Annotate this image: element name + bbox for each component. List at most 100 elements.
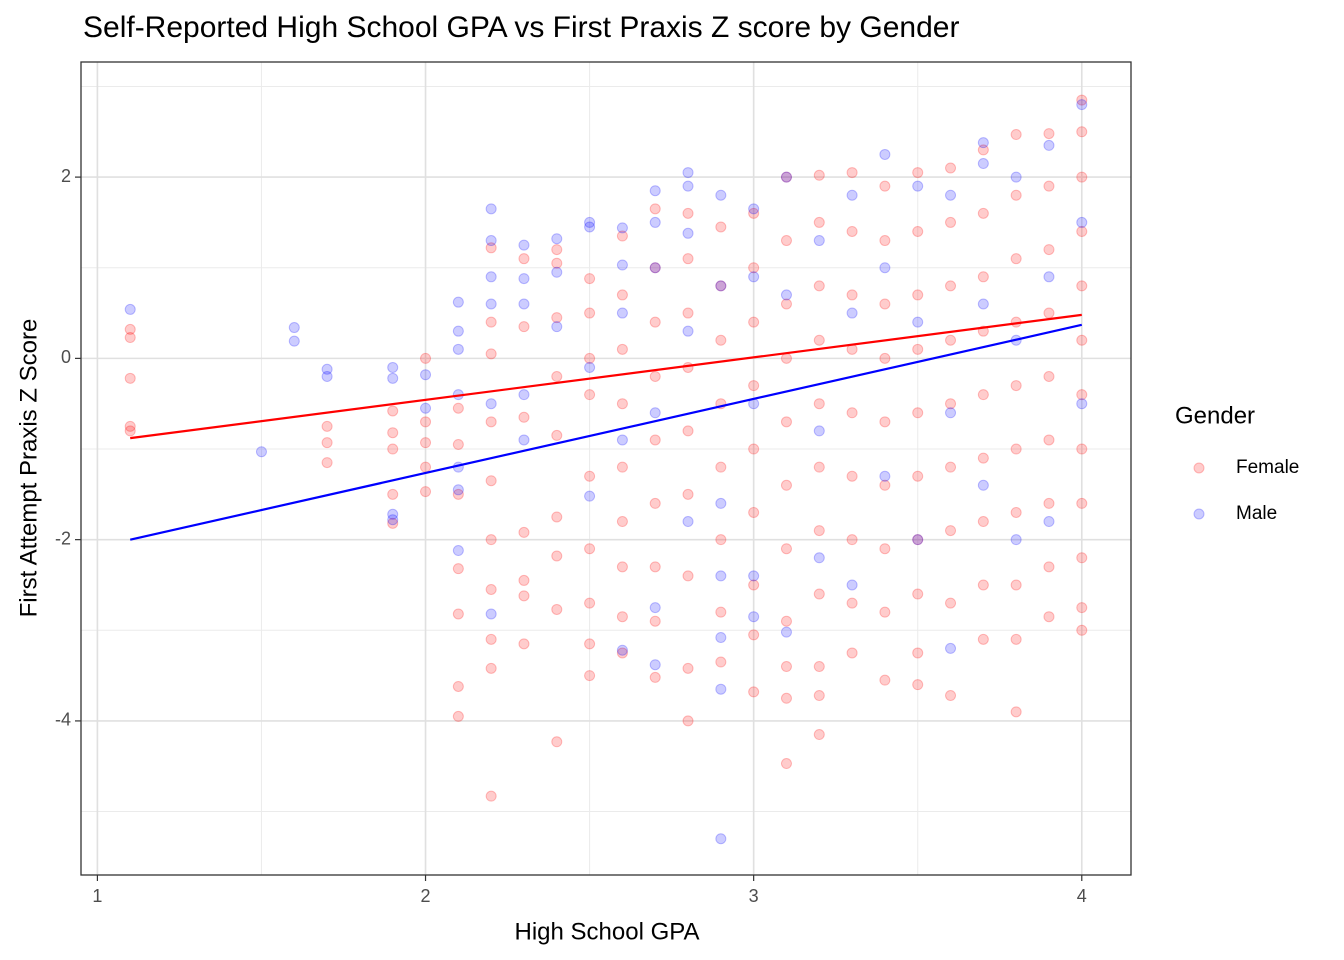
point: [649, 615, 661, 627]
point: [1043, 180, 1055, 192]
point: [912, 225, 924, 237]
point: [485, 583, 497, 595]
point: [945, 162, 957, 174]
point: [452, 325, 464, 337]
point: [945, 398, 957, 410]
point: [1076, 624, 1088, 636]
legend-label: Male: [1236, 503, 1277, 524]
point: [485, 271, 497, 283]
point: [321, 457, 333, 469]
point: [1076, 171, 1088, 183]
point: [518, 321, 530, 333]
point: [452, 608, 464, 620]
point: [813, 169, 825, 181]
point: [387, 514, 399, 526]
point: [715, 632, 727, 644]
point: [387, 508, 399, 520]
point: [616, 644, 628, 656]
point: [1010, 171, 1022, 183]
point: [649, 371, 661, 383]
point: [1010, 443, 1022, 455]
point: [1010, 506, 1022, 518]
chart-title: Self-Reported High School GPA vs First P…: [83, 11, 959, 44]
point: [682, 662, 694, 674]
point: [682, 253, 694, 265]
point: [715, 534, 727, 546]
point: [715, 606, 727, 618]
point: [977, 389, 989, 401]
point: [682, 570, 694, 582]
point: [1076, 280, 1088, 292]
point: [846, 597, 858, 609]
point: [780, 352, 792, 364]
point: [912, 316, 924, 328]
point: [551, 550, 563, 562]
point: [879, 606, 891, 618]
point: [1043, 611, 1055, 623]
point: [584, 221, 596, 233]
point: [780, 289, 792, 301]
point: [452, 563, 464, 575]
point: [879, 235, 891, 247]
point: [879, 298, 891, 310]
point: [1010, 633, 1022, 645]
point: [1010, 189, 1022, 201]
point: [551, 244, 563, 256]
point: [846, 407, 858, 419]
point: [977, 452, 989, 464]
y-tick-label: -2: [55, 528, 71, 548]
x-tick-label: 4: [1077, 886, 1087, 906]
point: [748, 443, 760, 455]
point: [518, 590, 530, 602]
point: [1076, 443, 1088, 455]
point: [649, 602, 661, 614]
point: [1076, 126, 1088, 138]
point: [846, 289, 858, 301]
point: [912, 167, 924, 179]
point: [551, 511, 563, 523]
point: [551, 312, 563, 324]
point: [649, 671, 661, 683]
point: [977, 207, 989, 219]
point: [879, 543, 891, 555]
y-tick-label: -4: [55, 710, 71, 730]
point: [1076, 99, 1088, 111]
point: [584, 543, 596, 555]
point: [1043, 561, 1055, 573]
point: [485, 633, 497, 645]
point: [288, 335, 300, 347]
point: [1010, 579, 1022, 591]
point: [518, 253, 530, 265]
point: [288, 322, 300, 334]
point: [420, 402, 432, 414]
point: [551, 257, 563, 269]
point: [715, 833, 727, 845]
point: [813, 525, 825, 537]
point: [682, 516, 694, 528]
point: [748, 570, 760, 582]
point: [813, 235, 825, 247]
point: [1043, 434, 1055, 446]
point: [1076, 216, 1088, 228]
point: [584, 216, 596, 228]
point: [879, 352, 891, 364]
point: [682, 307, 694, 319]
point: [945, 216, 957, 228]
point: [616, 289, 628, 301]
point: [485, 534, 497, 546]
point: [945, 642, 957, 654]
point: [780, 615, 792, 627]
point: [1076, 552, 1088, 564]
point: [485, 298, 497, 310]
point: [780, 692, 792, 704]
point: [945, 189, 957, 201]
y-tick-label: 2: [61, 166, 71, 186]
point: [945, 690, 957, 702]
point: [518, 434, 530, 446]
point: [846, 534, 858, 546]
point: [1043, 139, 1055, 151]
point: [518, 298, 530, 310]
point: [420, 369, 432, 381]
point: [1076, 94, 1088, 106]
